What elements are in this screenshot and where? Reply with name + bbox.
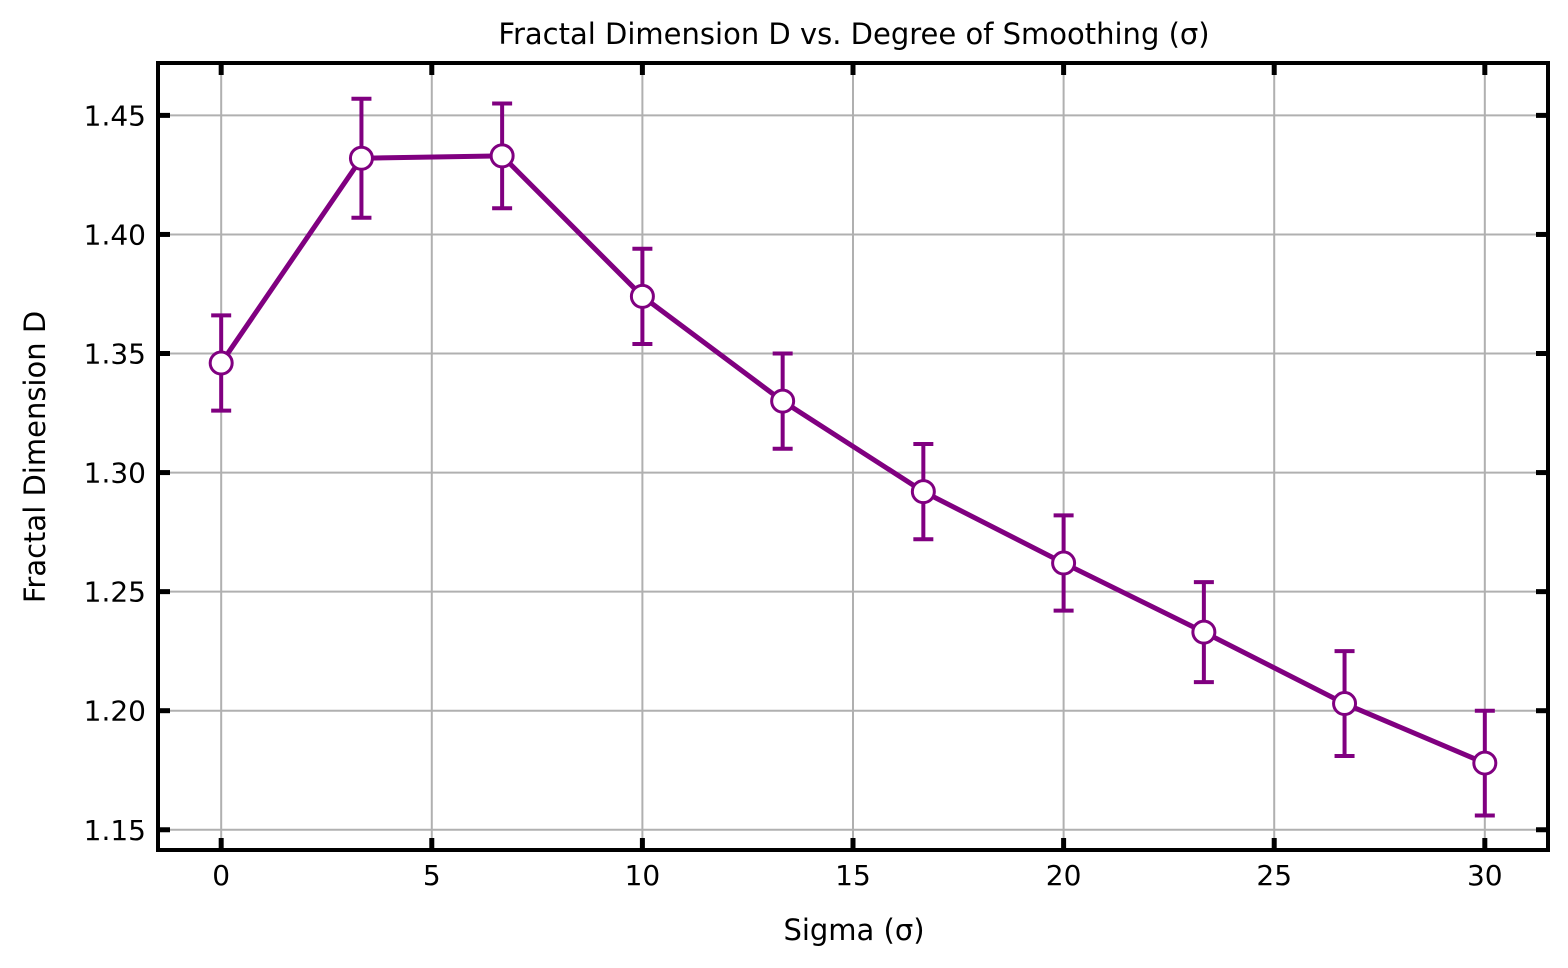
data-point	[770, 388, 796, 414]
grid-lines	[158, 63, 1548, 850]
x-tick-label: 15	[835, 859, 871, 892]
y-tick-label: 1.15	[84, 814, 146, 847]
y-axis-label: Fractal Dimension D	[18, 311, 52, 603]
data-point	[208, 350, 234, 376]
data-point	[910, 479, 936, 505]
y-tick-label: 1.30	[84, 457, 146, 490]
x-tick-label: 5	[423, 859, 441, 892]
y-tick-label: 1.25	[84, 576, 146, 609]
data-point	[489, 143, 515, 169]
x-tick-label: 30	[1467, 859, 1503, 892]
data-point	[1472, 750, 1498, 776]
x-tick-label: 10	[625, 859, 661, 892]
data-series	[208, 96, 1498, 818]
axis-ticks: 0 5 10 15 20 25 30 1.15 1.20 1.25 1.30 1.35 1.40 1.45	[84, 63, 1548, 892]
data-point	[1051, 550, 1077, 576]
data-point	[1332, 691, 1358, 717]
x-tick-label: 0	[212, 859, 230, 892]
data-point	[629, 283, 655, 309]
y-tick-label: 1.45	[84, 99, 146, 132]
chart-title: Fractal Dimension D vs. Degree of Smooth…	[498, 17, 1209, 51]
y-tick-label: 1.20	[84, 695, 146, 728]
data-point	[1191, 619, 1217, 645]
y-tick-label: 1.40	[84, 218, 146, 251]
data-point	[348, 145, 374, 171]
x-tick-label: 25	[1256, 859, 1292, 892]
x-axis-label: Sigma (σ)	[783, 913, 924, 947]
series-line	[219, 153, 1486, 766]
y-tick-label: 1.35	[84, 338, 146, 371]
x-tick-label: 20	[1046, 859, 1082, 892]
